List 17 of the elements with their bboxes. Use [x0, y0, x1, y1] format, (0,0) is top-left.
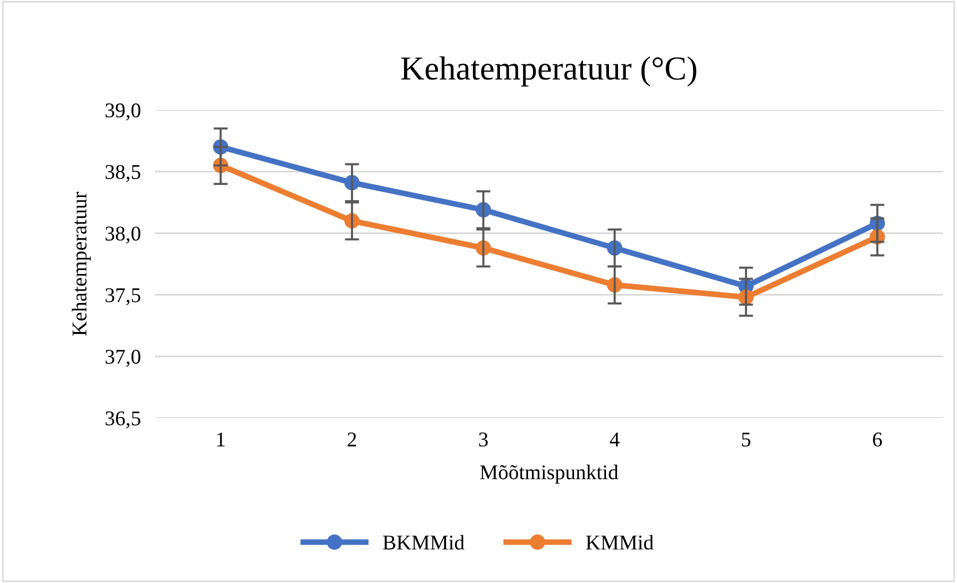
- y-tick-label: 36,5: [106, 411, 140, 428]
- y-tick-label: 39,0: [106, 103, 140, 120]
- legend-label: BKMMid: [383, 534, 464, 550]
- x-tick-label: 1: [217, 432, 225, 446]
- x-tick-label: 3: [479, 432, 488, 447]
- chart-title: Kehatemperatuur (°C): [401, 56, 696, 87]
- y-axis-title: Kehatemperatuur: [72, 192, 91, 336]
- x-tick-label: 4: [610, 432, 620, 446]
- legend-label: KMMid: [586, 534, 654, 550]
- x-axis-title: Mõõtmispunktid: [480, 464, 618, 484]
- y-tick-label: 37,0: [106, 350, 140, 367]
- y-tick-label: 38,5: [106, 164, 140, 182]
- x-tick-label: 6: [873, 432, 882, 447]
- y-tick-label: 38,0: [106, 226, 140, 244]
- y-tick-label: 37,5: [106, 288, 140, 306]
- x-tick-label: 5: [742, 432, 750, 447]
- x-tick-label: 2: [348, 432, 356, 446]
